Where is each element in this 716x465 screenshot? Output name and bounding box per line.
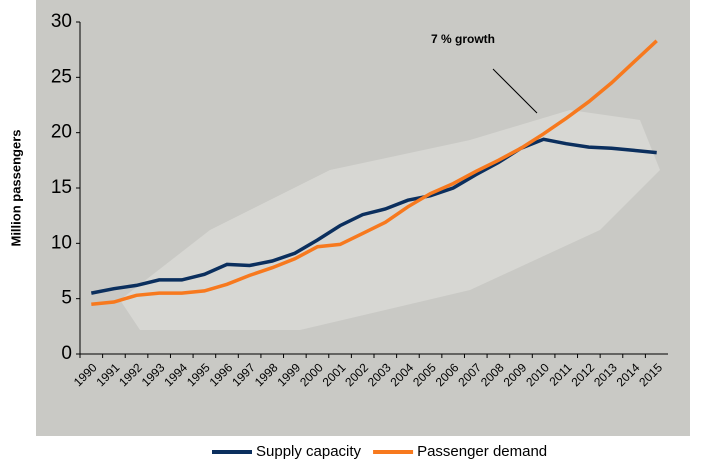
y-tick-label: 20 [51, 122, 72, 143]
legend-label: Passenger demand [417, 443, 547, 460]
annotation-line [492, 68, 538, 114]
y-tick-label: 15 [51, 177, 72, 198]
legend-label: Supply capacity [256, 443, 362, 460]
y-tick-label: 30 [51, 11, 72, 32]
series-line [91, 39, 658, 306]
y-tick-label: 10 [51, 232, 72, 253]
series-line [90, 137, 657, 295]
y-axis-label: Million passengers [8, 129, 23, 246]
annotation: 7 % growth [431, 32, 495, 46]
y-tick-label: 5 [61, 288, 72, 309]
y-tick-label: 25 [51, 66, 72, 87]
y-tick-label: 0 [61, 343, 72, 364]
